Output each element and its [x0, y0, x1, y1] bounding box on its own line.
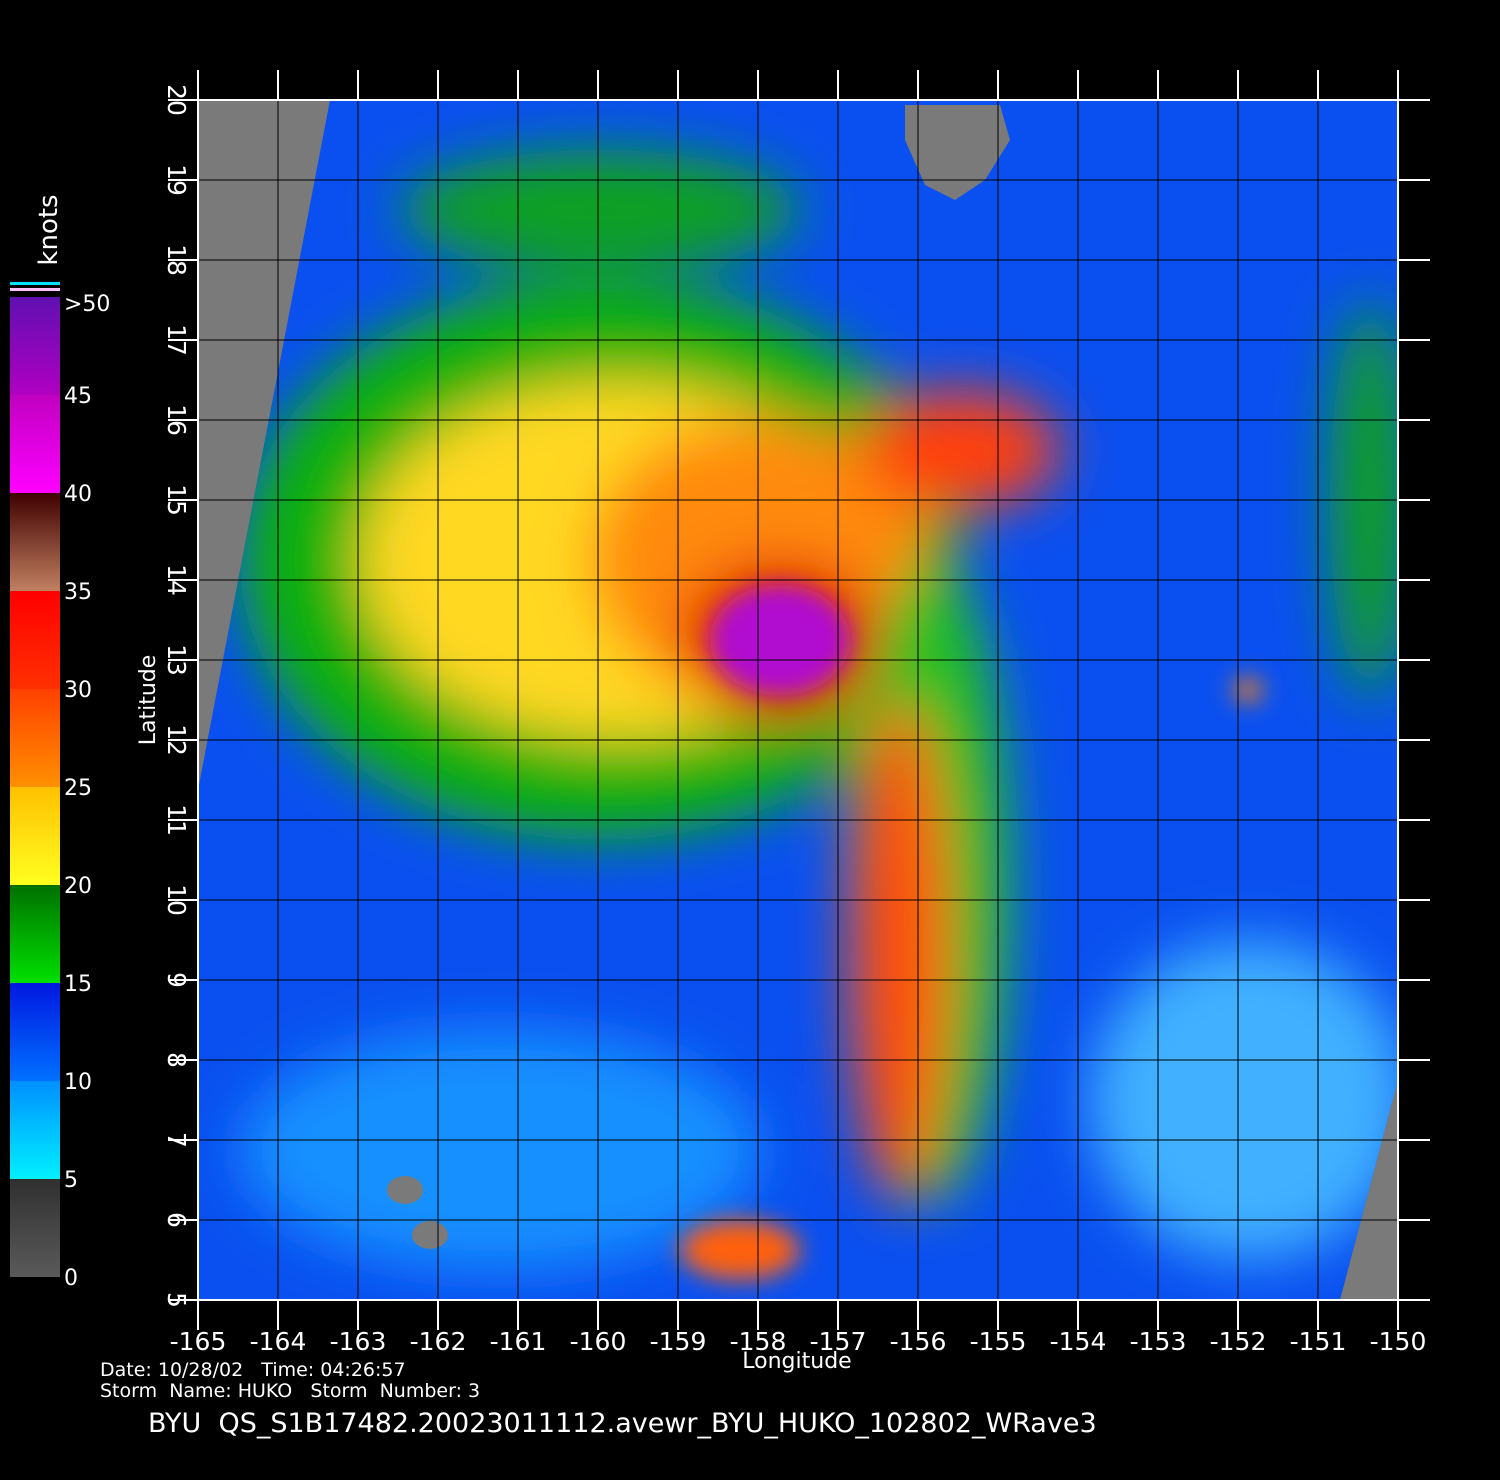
- colorbar-tick-label: 0: [64, 1266, 78, 1291]
- x-tick-label: -160: [570, 1327, 627, 1356]
- y-tick-label: 13: [162, 644, 191, 676]
- x-tick-label: -163: [330, 1327, 387, 1356]
- y-tick-label: 14: [162, 564, 191, 596]
- wind-field: [198, 100, 1398, 1300]
- colorbar-tick-label: 10: [64, 1070, 92, 1095]
- colorbar-cap: [10, 288, 60, 291]
- y-tick-label: 18: [162, 244, 191, 276]
- footer-storm: Storm Name: HUKO Storm Number: 3: [100, 1380, 480, 1402]
- colorbar-tick-label: 30: [64, 678, 92, 703]
- colorbar-segment: [10, 297, 60, 395]
- y-tick-label: 7: [162, 1132, 191, 1148]
- y-tick-label: 19: [162, 164, 191, 196]
- colorbar-segment: [10, 591, 60, 689]
- y-tick-label: 16: [162, 404, 191, 436]
- y-tick-label: 20: [162, 84, 191, 116]
- x-tick-label: -156: [890, 1327, 947, 1356]
- colorbar-segment: [10, 1179, 60, 1277]
- colorbar-segment: [10, 395, 60, 493]
- x-tick-label: -151: [1290, 1327, 1347, 1356]
- colorbar-segment: [10, 493, 60, 591]
- y-tick-label: 6: [162, 1212, 191, 1228]
- x-tick-label: -158: [730, 1327, 787, 1356]
- y-axis-label: Latitude: [136, 655, 161, 746]
- x-tick-label: -153: [1130, 1327, 1187, 1356]
- x-tick-label: -162: [410, 1327, 467, 1356]
- colorbar-tick-label: 45: [64, 384, 92, 409]
- y-tick-label: 11: [162, 804, 191, 836]
- x-tick-label: -161: [490, 1327, 547, 1356]
- x-tick-label: -150: [1370, 1327, 1427, 1356]
- axes: -165 -164 -163 -162 -161 -160 -159 -158 -157 -156…: [10, 70, 1430, 1356]
- footer-date: Date: 10/28/02 Time: 04:26:57: [100, 1359, 406, 1381]
- colorbar-segment: [10, 885, 60, 983]
- plot-frame: [197, 99, 1399, 1301]
- colorbar-title: knots: [34, 194, 64, 265]
- x-tick-label: -164: [250, 1327, 307, 1356]
- footer-file: BYU QS_S1B17482.20023011112.avewr_BYU_HU…: [148, 1408, 1097, 1439]
- x-tick-label: -154: [1050, 1327, 1107, 1356]
- colorbar-segment: [10, 787, 60, 885]
- colorbar-segment: [10, 689, 60, 787]
- colorbar-tick-label: 25: [64, 776, 92, 801]
- x-tick-label: -159: [650, 1327, 707, 1356]
- x-tick-label: -157: [810, 1327, 867, 1356]
- y-tick-label: 12: [162, 724, 191, 756]
- colorbar-segment: [10, 1081, 60, 1179]
- colorbar-tick-label: 35: [64, 580, 92, 605]
- y-tick-label: 15: [162, 484, 191, 516]
- colorbar-tick-label: 20: [64, 874, 92, 899]
- colorbar-cap: [10, 282, 60, 285]
- x-tick-label: -165: [170, 1327, 227, 1356]
- colorbar-tick-label: 40: [64, 482, 92, 507]
- x-tick-label: -152: [1210, 1327, 1267, 1356]
- y-tick-label: 10: [162, 884, 191, 916]
- colorbar-segment: [10, 983, 60, 1081]
- y-tick-label: 17: [162, 324, 191, 356]
- y-tick-label: 5: [162, 1292, 191, 1308]
- y-tick-label: 8: [162, 1052, 191, 1068]
- colorbar-tick-label: 15: [64, 972, 92, 997]
- colorbar-tick-label: 5: [64, 1168, 78, 1193]
- y-tick-label: 9: [162, 972, 191, 988]
- x-axis-label: Longitude: [742, 1349, 851, 1374]
- x-tick-label: -155: [970, 1327, 1027, 1356]
- colorbar-tick-label: >50: [64, 292, 110, 317]
